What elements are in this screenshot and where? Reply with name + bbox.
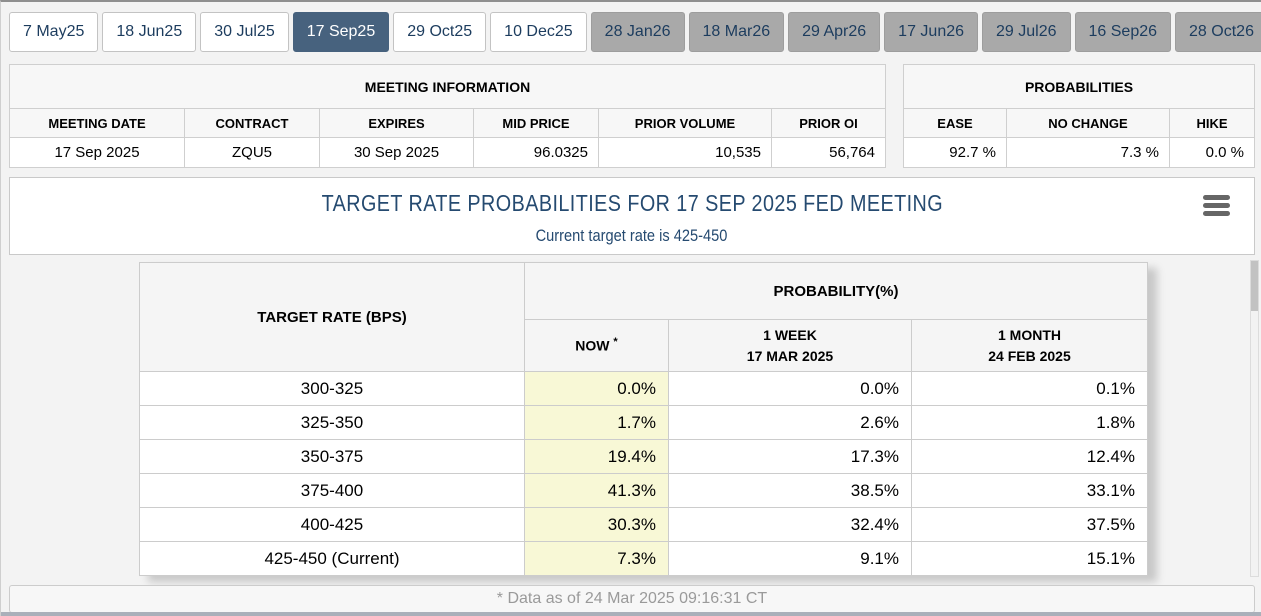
table-row: 300-325 0.0% 0.0% 0.1% [139,371,1148,406]
month-probability-cell: 0.1% [911,371,1148,406]
chart-title-card: TARGET RATE PROBABILITIES FOR 17 SEP 202… [9,177,1255,255]
table-row: 375-400 41.3% 38.5% 33.1% [139,473,1148,508]
table-row: 400-425 30.3% 32.4% 37.5% [139,507,1148,542]
meeting-information-title: MEETING INFORMATION [9,64,886,109]
col-header-contract: CONTRACT [184,108,320,138]
week-probability-cell: 17.3% [668,439,912,474]
col-header-1-month: 1 MONTH 24 FEB 2025 [911,319,1148,372]
probabilities-table: PROBABILITIES EASE NO CHANGE HIKE 92.7 %… [903,64,1255,168]
probabilities-value-row: 92.7 % 7.3 % 0.0 % [903,137,1255,168]
scrollbar-thumb[interactable] [1251,261,1258,311]
now-probability-cell: 0.0% [524,371,669,406]
month-probability-cell: 15.1% [911,541,1148,576]
meeting-date-value: 17 Sep 2025 [9,137,185,168]
now-probability-cell: 19.4% [524,439,669,474]
col-header-expires: EXPIRES [319,108,474,138]
col-header-mid-price: MID PRICE [473,108,599,138]
menu-bar [1203,203,1230,208]
col-header-prior-oi: PRIOR OI [771,108,886,138]
menu-bar [1203,195,1230,200]
target-rate-cell: 425-450 (Current) [139,541,525,576]
hike-value: 0.0 % [1169,137,1255,168]
tab-18-jun25[interactable]: 18 Jun25 [102,12,197,52]
target-rate-cell: 400-425 [139,507,525,542]
contract-value: ZQU5 [184,137,320,168]
table-row: 325-350 1.7% 2.6% 1.8% [139,405,1148,440]
table-row-current-rate: 425-450 (Current) 7.3% 9.1% 15.1% [139,541,1148,576]
target-rate-cell: 300-325 [139,371,525,406]
tab-10-dec25[interactable]: 10 Dec25 [490,12,587,52]
vertical-scrollbar[interactable] [1250,260,1259,577]
target-rate-cell: 350-375 [139,439,525,474]
month-probability-cell: 37.5% [911,507,1148,542]
col-header-now: NOW * [524,319,669,372]
col-header-ease: EASE [903,108,1007,138]
menu-bar [1203,211,1230,216]
week-probability-cell: 2.6% [668,405,912,440]
data-as-of-footer: * Data as of 24 Mar 2025 09:16:31 CT [9,585,1255,613]
target-rate-cell: 375-400 [139,473,525,508]
prior-volume-value: 10,535 [598,137,772,168]
col-header-1-week: 1 WEEK 17 MAR 2025 [668,319,912,372]
tab-29-apr26[interactable]: 29 Apr26 [788,12,881,52]
week-probability-cell: 38.5% [668,473,912,508]
tab-7-may25[interactable]: 7 May25 [9,12,99,52]
month-probability-cell: 33.1% [911,473,1148,508]
tab-16-sep26[interactable]: 16 Sep26 [1074,12,1172,52]
tab-28-oct26[interactable]: 28 Oct26 [1175,12,1261,52]
week-probability-cell: 0.0% [668,371,912,406]
footnote-asterisk: * [613,336,618,349]
page-title: TARGET RATE PROBABILITIES FOR 17 SEP 202… [321,190,943,216]
no-change-value: 7.3 % [1006,137,1170,168]
hamburger-menu-icon[interactable] [1203,195,1230,216]
sub-header-row: NOW * 1 WEEK 17 MAR 2025 1 MONTH 24 FEB 20… [140,319,1148,372]
target-rate-bps-header: TARGET RATE (BPS) [139,262,525,372]
col-header-hike: HIKE [1169,108,1255,138]
tab-30-jul25[interactable]: 30 Jul25 [200,12,289,52]
table-row: 350-375 19.4% 17.3% 12.4% [139,439,1148,474]
meeting-information-header-row: MEETING DATE CONTRACT EXPIRES MID PRICE … [9,108,886,138]
col-header-prior-volume: PRIOR VOLUME [598,108,772,138]
tab-29-jul26[interactable]: 29 Jul26 [982,12,1071,52]
tab-29-oct25[interactable]: 29 Oct25 [393,12,487,52]
now-probability-cell: 1.7% [524,405,669,440]
prior-oi-value: 56,764 [771,137,886,168]
tab-28-jan26[interactable]: 28 Jan26 [590,12,685,52]
window-bottom-edge [1,612,1261,616]
meeting-date-tabbar: 7 May25 18 Jun25 30 Jul25 17 Sep25 29 Oc… [9,12,1261,52]
probabilities-title: PROBABILITIES [903,64,1255,109]
probabilities-header-row: EASE NO CHANGE HIKE [903,108,1255,138]
now-probability-cell: 41.3% [524,473,669,508]
mid-price-value: 96.0325 [473,137,599,168]
expires-value: 30 Sep 2025 [319,137,474,168]
week-probability-cell: 9.1% [668,541,912,576]
now-probability-cell: 7.3% [524,541,669,576]
tab-17-sep25[interactable]: 17 Sep25 [292,12,390,52]
footer-note: * Data as of 24 Mar 2025 09:16:31 CT [496,590,768,607]
target-rate-probability-table: TARGET RATE (BPS) PROBABILITY(%) NOW * 1… [139,262,1148,576]
target-rate-cell: 325-350 [139,405,525,440]
ease-value: 92.7 % [903,137,1007,168]
group-header-row: TARGET RATE (BPS) PROBABILITY(%) [139,262,1148,372]
tab-18-mar26[interactable]: 18 Mar26 [688,12,785,52]
month-probability-cell: 1.8% [911,405,1148,440]
col-header-meeting-date: MEETING DATE [9,108,185,138]
probability-group-header: PROBABILITY(%) [524,262,1148,320]
meeting-information-value-row: 17 Sep 2025 ZQU5 30 Sep 2025 96.0325 10,… [9,137,886,168]
now-probability-cell: 30.3% [524,507,669,542]
chart-subtitle: Current target rate is 425-450 [536,226,728,245]
meeting-information-table: MEETING INFORMATION MEETING DATE CONTRAC… [9,64,886,168]
month-probability-cell: 12.4% [911,439,1148,474]
col-header-no-change: NO CHANGE [1006,108,1170,138]
tab-17-jun26[interactable]: 17 Jun26 [884,12,979,52]
week-probability-cell: 32.4% [668,507,912,542]
